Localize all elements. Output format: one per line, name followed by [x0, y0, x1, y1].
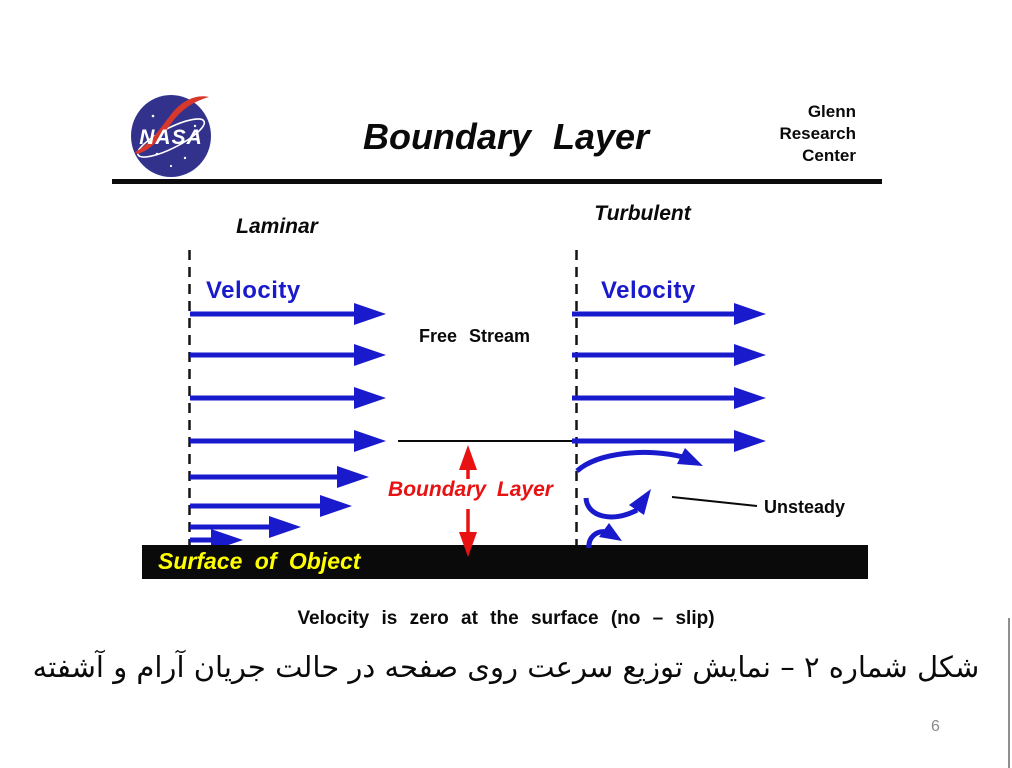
velocity-arrow	[190, 430, 386, 452]
no-slip-note: Velocity is zero at the surface (no – sl…	[297, 608, 715, 629]
velocity-arrow	[190, 516, 301, 538]
laminar-label: Laminar	[236, 215, 318, 238]
velocity-arrow	[572, 344, 766, 366]
slide-title: Boundary Layer	[362, 116, 650, 157]
swirl-arrowhead	[677, 448, 703, 466]
turbulent-label: Turbulent	[594, 202, 691, 225]
nasa-logo-text: NASA	[139, 126, 203, 149]
velocity-arrow	[572, 430, 766, 452]
velocity-arrow	[190, 344, 386, 366]
velocity-arrow	[190, 495, 352, 517]
velocity-arrow	[190, 387, 386, 409]
org-line-1: Glenn	[807, 102, 856, 121]
unsteady-swirl-small	[586, 523, 622, 549]
unsteady-swirl-arrows	[575, 448, 703, 520]
page-number: 6	[931, 718, 940, 735]
org-line-2: Research	[779, 124, 856, 143]
surface-bar	[142, 545, 868, 579]
velocity-arrow	[572, 303, 766, 325]
swirl-arrow	[575, 449, 684, 473]
surface-of-object-label: Surface of Object	[158, 548, 361, 574]
free-stream-label: Free Stream	[419, 326, 531, 346]
velocity-arrow	[190, 303, 386, 325]
unsteady-label: Unsteady	[764, 497, 846, 517]
header-divider	[112, 179, 882, 184]
turbulent-velocity-arrows	[572, 303, 766, 452]
right-edge-line	[1008, 618, 1010, 768]
swirl-arrowhead	[599, 523, 622, 541]
org-name: Glenn Research Center	[779, 101, 856, 167]
unsteady-leader-line	[671, 496, 758, 507]
swirl-arrow	[583, 497, 639, 520]
velocity-arrow	[190, 466, 369, 488]
boundary-layer-extent-arrow	[459, 445, 477, 557]
boundary-layer-label: Boundary Layer	[388, 478, 553, 501]
velocity-label-turbulent: Velocity	[601, 277, 696, 304]
laminar-velocity-arrows	[190, 303, 386, 551]
figure-caption-farsi: شکل شماره ۲ – نمایش توزیع سرعت روی صفحه …	[32, 650, 980, 684]
velocity-label-laminar: Velocity	[206, 277, 301, 304]
nasa-logo-swoosh	[135, 96, 209, 154]
nasa-logo: NASA	[131, 95, 211, 177]
org-line-3: Center	[802, 146, 856, 165]
swirl-arrowhead	[629, 489, 651, 515]
velocity-arrow	[572, 387, 766, 409]
